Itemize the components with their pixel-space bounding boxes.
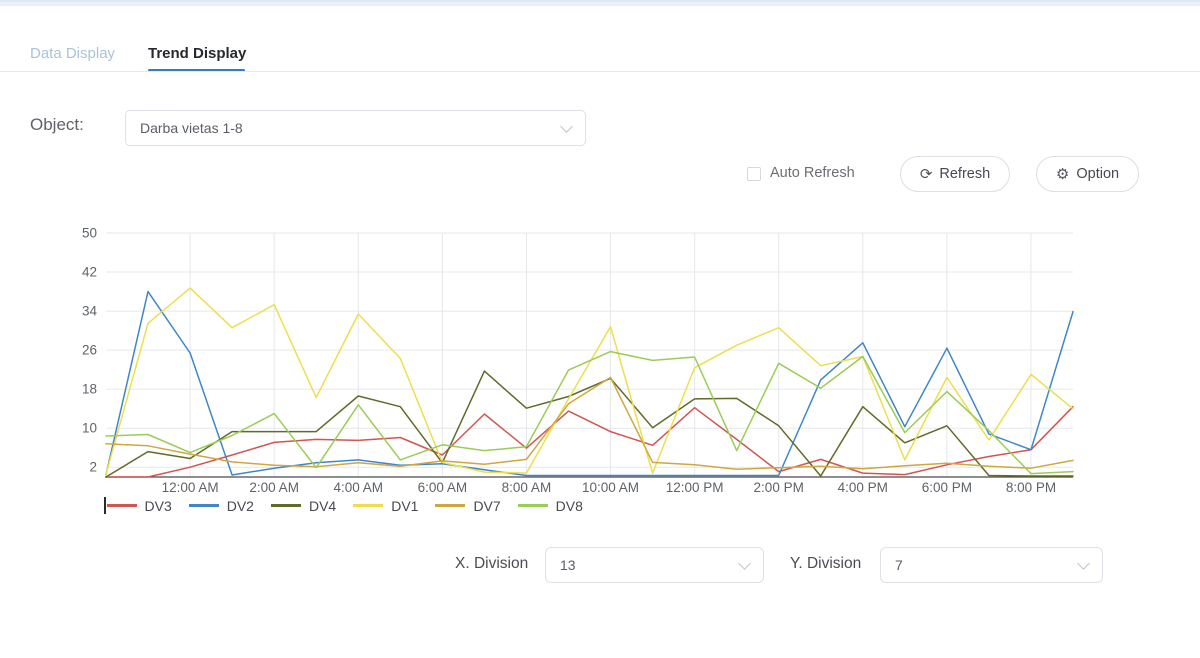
legend-line-swatch <box>435 504 466 507</box>
legend-line-swatch <box>106 504 137 507</box>
series-line-DV3 <box>105 405 1074 478</box>
refresh-button-label: Refresh <box>939 166 991 182</box>
x-division-value: 13 <box>560 557 576 573</box>
x-tick-label: 4:00 PM <box>838 480 888 495</box>
y-tick-label: 2 <box>89 460 97 475</box>
x-tick-label: 6:00 AM <box>418 480 468 495</box>
legend-label: DV3 <box>144 497 172 514</box>
option-button[interactable]: ⚙ Option <box>1036 156 1139 192</box>
x-division-select[interactable]: 13 <box>545 547 764 583</box>
chevron-down-icon <box>560 119 573 133</box>
legend-item-DV7[interactable]: DV7 <box>435 497 501 514</box>
x-tick-label: 2:00 PM <box>754 480 804 495</box>
text-caret <box>104 497 106 514</box>
tabs-divider <box>0 71 1200 72</box>
trend-chart[interactable]: 2 10 18 26 34 42 50 12:00 AM 2:00 AM 4:00 AM 6:00 … <box>0 220 1200 520</box>
option-button-label: Option <box>1076 166 1120 182</box>
series-line-DV7 <box>105 376 1074 470</box>
legend-item-DV2[interactable]: DV2 <box>188 497 254 514</box>
tab-trend-display[interactable]: Trend Display <box>148 45 247 62</box>
chart-legend: DV3 DV2 DV4 DV1 DV7 DV8 <box>104 497 600 514</box>
refresh-button[interactable]: ⟳ Refresh <box>900 156 1010 192</box>
y-division-select[interactable]: 7 <box>880 547 1103 583</box>
y-tick-label: 34 <box>82 304 98 319</box>
top-strip-edge <box>0 0 1200 2</box>
refresh-icon: ⟳ <box>919 165 933 183</box>
legend-item-DV8[interactable]: DV8 <box>517 497 583 514</box>
chevron-down-icon <box>1077 556 1090 570</box>
x-tick-label: 12:00 PM <box>666 480 724 495</box>
object-select[interactable]: Darba vietas 1-8 <box>125 110 586 146</box>
legend-label: DV1 <box>391 497 419 514</box>
x-division-label: X. Division <box>455 555 529 572</box>
legend-line-swatch <box>517 504 548 507</box>
x-tick-label: 8:00 AM <box>502 480 552 495</box>
y-tick-label: 50 <box>82 226 97 241</box>
trend-chart-canvas: 2 10 18 26 34 42 50 12:00 AM 2:00 AM 4:00 AM 6:00 … <box>82 226 1074 495</box>
legend-label: DV7 <box>473 497 501 514</box>
y-division-value: 7 <box>895 557 903 573</box>
series-line-DV8 <box>105 350 1074 475</box>
legend-line-swatch <box>188 504 219 507</box>
chevron-down-icon <box>738 556 751 570</box>
series-line-DV4 <box>105 370 1074 478</box>
y-tick-label: 18 <box>82 382 97 397</box>
x-tick-label: 4:00 AM <box>333 480 383 495</box>
x-tick-label: 8:00 PM <box>1006 480 1056 495</box>
legend-line-swatch <box>353 504 384 507</box>
auto-refresh-checkbox[interactable] <box>747 167 761 181</box>
object-select-value: Darba vietas 1-8 <box>140 120 243 136</box>
legend-label: DV4 <box>308 497 337 514</box>
legend-item-DV4[interactable]: DV4 <box>270 497 337 514</box>
y-tick-label: 26 <box>82 343 97 358</box>
y-tick-label: 42 <box>82 265 97 280</box>
active-tab-underline <box>148 69 245 72</box>
x-tick-label: 10:00 AM <box>582 480 639 495</box>
x-tick-label: 6:00 PM <box>922 480 972 495</box>
y-division-label: Y. Division <box>790 555 862 572</box>
gear-icon: ⚙ <box>1055 165 1070 183</box>
legend-label: DV2 <box>226 497 254 514</box>
object-label: Object: <box>30 115 84 134</box>
tab-data-display[interactable]: Data Display <box>30 45 116 62</box>
x-tick-label: 2:00 AM <box>249 480 299 495</box>
series-line-DV1 <box>105 287 1074 475</box>
legend-item-DV3[interactable]: DV3 <box>106 497 172 514</box>
x-tick-label: 12:00 AM <box>162 480 219 495</box>
legend-label: DV8 <box>555 497 583 514</box>
y-tick-label: 10 <box>82 421 97 436</box>
legend-item-DV1[interactable]: DV1 <box>353 498 418 514</box>
series-line-DV2 <box>105 290 1074 477</box>
legend-line-swatch <box>270 504 301 507</box>
auto-refresh-label[interactable]: Auto Refresh <box>770 165 855 181</box>
top-scroll-strip <box>0 0 1200 6</box>
